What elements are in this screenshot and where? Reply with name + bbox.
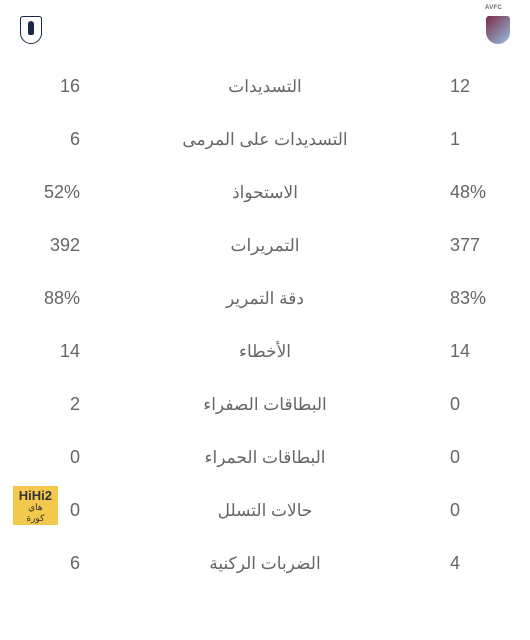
stat-row: 4الضربات الركنية6: [20, 537, 510, 590]
stat-row: 12التسديدات16: [20, 60, 510, 113]
stat-label: التسديدات على المرمى: [80, 130, 450, 150]
stat-right-value: 392: [20, 235, 80, 256]
stat-left-value: 0: [450, 447, 510, 468]
watermark-sub: هاي كورة: [19, 502, 52, 525]
team-left-crest: [486, 16, 510, 44]
stat-row: 1التسديدات على المرمى6: [20, 113, 510, 166]
stat-right-value: 0: [20, 447, 80, 468]
stat-right-value: 14: [20, 341, 80, 362]
stat-left-value: 83%: [450, 288, 510, 309]
stat-left-value: 12: [450, 76, 510, 97]
stat-right-value: 2: [20, 394, 80, 415]
stat-left-value: 14: [450, 341, 510, 362]
stat-right-value: 0HiHi2هاي كورة: [20, 500, 80, 521]
stat-right-value: 6: [20, 553, 80, 574]
stat-row: 14الأخطاء14: [20, 325, 510, 378]
stat-label: الأخطاء: [80, 342, 450, 362]
team-right-crest: [20, 16, 42, 44]
stat-row: 0حالات التسلل0HiHi2هاي كورة: [20, 484, 510, 537]
stat-label: دقة التمرير: [80, 289, 450, 309]
stat-left-value: 377: [450, 235, 510, 256]
stat-row: 0البطاقات الحمراء0: [20, 431, 510, 484]
stat-label: التسديدات: [80, 77, 450, 97]
stat-row: 83%دقة التمرير88%: [20, 272, 510, 325]
stat-label: البطاقات الحمراء: [80, 448, 450, 468]
stat-right-value: 16: [20, 76, 80, 97]
stat-label: الاستحواذ: [80, 183, 450, 203]
stat-left-value: 0: [450, 500, 510, 521]
stats-table: 12التسديدات161التسديدات على المرمى648%ال…: [20, 60, 510, 590]
watermark-badge: HiHi2هاي كورة: [13, 486, 58, 525]
stat-left-value: 0: [450, 394, 510, 415]
stat-label: الضربات الركنية: [80, 554, 450, 574]
stat-left-value: 4: [450, 553, 510, 574]
stat-row: 377التمريرات392: [20, 219, 510, 272]
stat-row: 48%الاستحواذ52%: [20, 166, 510, 219]
stat-label: التمريرات: [80, 236, 450, 256]
teams-header: [20, 12, 510, 60]
stat-right-value: 88%: [20, 288, 80, 309]
stat-left-value: 1: [450, 129, 510, 150]
stat-label: البطاقات الصفراء: [80, 395, 450, 415]
stat-row: 0البطاقات الصفراء2: [20, 378, 510, 431]
stat-right-value: 6: [20, 129, 80, 150]
stat-right-value: 52%: [20, 182, 80, 203]
stat-left-value: 48%: [450, 182, 510, 203]
stat-label: حالات التسلل: [80, 501, 450, 521]
watermark-main: HiHi2: [19, 488, 52, 503]
